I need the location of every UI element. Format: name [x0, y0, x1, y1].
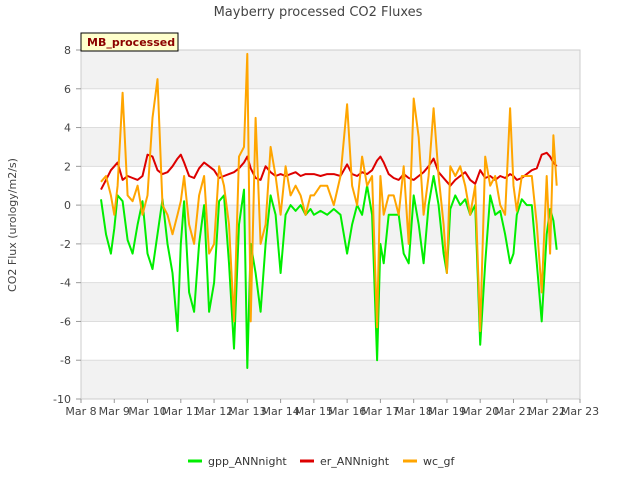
x-tick-label: Mar 19: [428, 405, 466, 418]
legend-label-wc_gf: wc_gf: [423, 455, 456, 468]
annotation-badge-box: [80, 32, 179, 52]
y-tick-label: -4: [60, 277, 71, 290]
y-tick-label: 4: [64, 122, 71, 135]
y-tick-label: -6: [60, 315, 71, 328]
series-line-gpp_ANNnight: [100, 175, 558, 369]
y-tick-label: -8: [60, 354, 71, 367]
x-tick-label: Mar 21: [494, 405, 532, 418]
x-tick-label: Mar 23: [561, 405, 599, 418]
x-tick-label: Mar 14: [261, 405, 299, 418]
x-tick-label: Mar 22: [528, 405, 566, 418]
grid: [80, 49, 581, 400]
series-line-wc_gf: [100, 52, 558, 333]
plot-border: [80, 49, 581, 400]
y-tick-label: 0: [64, 199, 71, 212]
legend: gpp_ANNnight er_ANNnight wc_gf: [188, 455, 456, 468]
legend-label-er_ANNnight: er_ANNnight: [320, 455, 390, 468]
annotation-badge: MB_processed: [80, 32, 179, 52]
x-tick-label: Mar 15: [295, 405, 333, 418]
y-tick-label: 8: [64, 44, 71, 57]
x-tick-label: Mar 20: [461, 405, 499, 418]
x-tick-label: Mar 8: [65, 405, 96, 418]
y-tick-label: -10: [53, 393, 71, 406]
y-tick-label: -2: [60, 238, 71, 251]
y-axis-label: CO2 Flux (urology/m2/s): [6, 158, 19, 292]
plot-band: [81, 282, 580, 322]
x-tick-label: Mar 17: [361, 405, 399, 418]
legend-label-gpp_ANNnight: gpp_ANNnight: [208, 455, 287, 468]
plot-band: [81, 50, 580, 89]
series-group: [100, 52, 558, 369]
chart-title: Mayberry processed CO2 Fluxes: [214, 5, 423, 20]
series-line-er_ANNnight: [100, 151, 558, 191]
x-tick-label: Mar 12: [195, 405, 233, 418]
x-tick-label: Mar 9: [99, 405, 130, 418]
annotation-text: MB_processed: [87, 36, 175, 49]
x-tick-label: Mar 10: [128, 405, 166, 418]
y-tick-label: 2: [64, 160, 71, 173]
x-tick-label: Mar 18: [395, 405, 433, 418]
plot-band: [81, 360, 580, 399]
x-tick-label: Mar 11: [162, 405, 200, 418]
y-axis: -10 -8 -6 -4 -2 0 2 4 6 8: [53, 44, 81, 406]
y-tick-label: 6: [64, 83, 71, 96]
x-tick-label: Mar 16: [328, 405, 366, 418]
plot-band: [81, 127, 580, 167]
plot-background: [81, 50, 580, 399]
x-tick-label: Mar 13: [228, 405, 266, 418]
